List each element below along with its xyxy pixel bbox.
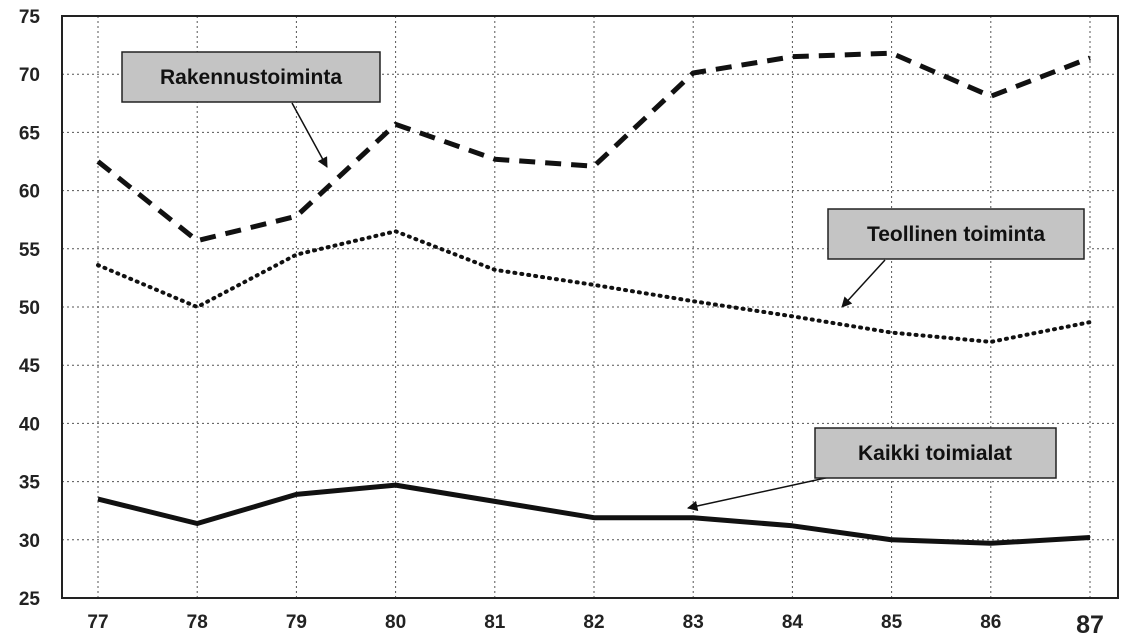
annotation-box (121, 51, 381, 103)
y-tick-label: 25 (19, 589, 41, 610)
x-tick-label: 86 (980, 612, 1001, 633)
y-tick-label: 75 (19, 7, 41, 28)
x-tick-label: 83 (683, 612, 704, 633)
annotation-label: Teollinen toiminta (867, 223, 1045, 246)
annotation-teollinen-toiminta: Teollinen toiminta (827, 208, 1085, 308)
y-tick-label: 30 (19, 531, 40, 552)
y-tick-label: 45 (19, 356, 41, 377)
y-tick-label: 35 (19, 473, 41, 494)
annotation-arrow (291, 102, 328, 168)
x-tick-label: 82 (583, 612, 604, 633)
x-tick-label: 81 (484, 612, 506, 633)
x-tick-label: 78 (187, 612, 208, 633)
y-tick-label: 60 (19, 182, 40, 203)
series-lines (96, 50, 1092, 546)
y-tick-label: 55 (19, 240, 41, 261)
annotation-box (827, 208, 1085, 260)
annotation-label: Rakennustoiminta (160, 66, 342, 89)
annotation-kaikki-toimialat: Kaikki toimialat (686, 427, 1057, 512)
series-line-rakennustoiminta (96, 50, 1091, 244)
y-tick-label: 70 (19, 65, 40, 86)
x-axis-ticks: 77 78 79 80 81 82 83 84 85 86 87 (87, 611, 1103, 639)
plot-frame (61, 15, 1119, 599)
annotation-arrow (841, 259, 886, 308)
x-tick-label: 85 (881, 612, 903, 633)
grid-lines (62, 16, 1118, 598)
annotation-label: Kaikki toimialat (858, 442, 1012, 465)
y-tick-label: 65 (19, 123, 41, 144)
series-line-teollinen-toiminta (96, 229, 1092, 344)
x-tick-label: 84 (782, 612, 804, 633)
x-tick-label: 87 (1076, 611, 1104, 639)
y-tick-label: 40 (19, 414, 40, 435)
y-axis-ticks: 25 30 35 40 45 50 55 60 65 70 75 (19, 7, 41, 610)
annotation-rakennustoiminta: Rakennustoiminta (121, 51, 381, 168)
x-tick-label: 80 (385, 612, 406, 633)
series-line-kaikki-toimialat (97, 482, 1091, 546)
x-tick-label: 77 (87, 612, 108, 633)
x-tick-label: 79 (286, 612, 307, 633)
annotation-box (814, 427, 1057, 479)
y-tick-label: 50 (19, 298, 40, 319)
annotation-arrow (686, 476, 831, 512)
